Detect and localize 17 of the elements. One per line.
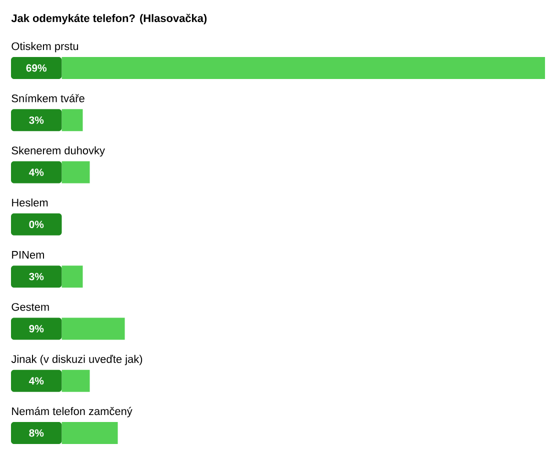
data-label: 0% xyxy=(29,220,44,228)
data-label: 4% xyxy=(28,168,44,176)
data-label: 3% xyxy=(29,116,44,124)
y-tick-label: PINem xyxy=(12,251,44,259)
y-tick-label: Snímkem tváře xyxy=(12,94,84,102)
data-label: 9% xyxy=(29,325,44,332)
data-label: 69% xyxy=(26,64,47,72)
y-tick-label: Heslem xyxy=(12,198,48,207)
y-tick-label: Nemám telefon zamčený xyxy=(12,406,132,418)
y-tick-label: Skenerem duhovky xyxy=(12,146,105,157)
chart-title: Jak odemykáte telefon? (Hlasovačka) xyxy=(11,14,207,24)
y-tick-label: Jinak (v diskuzi uveďte jak) xyxy=(11,354,142,366)
data-label: 4% xyxy=(28,377,44,385)
y-tick-label: Otiskem prstu xyxy=(12,42,78,52)
data-label: 3% xyxy=(29,272,44,280)
data-label: 8% xyxy=(29,429,44,437)
y-tick-label: Gestem xyxy=(12,303,49,311)
